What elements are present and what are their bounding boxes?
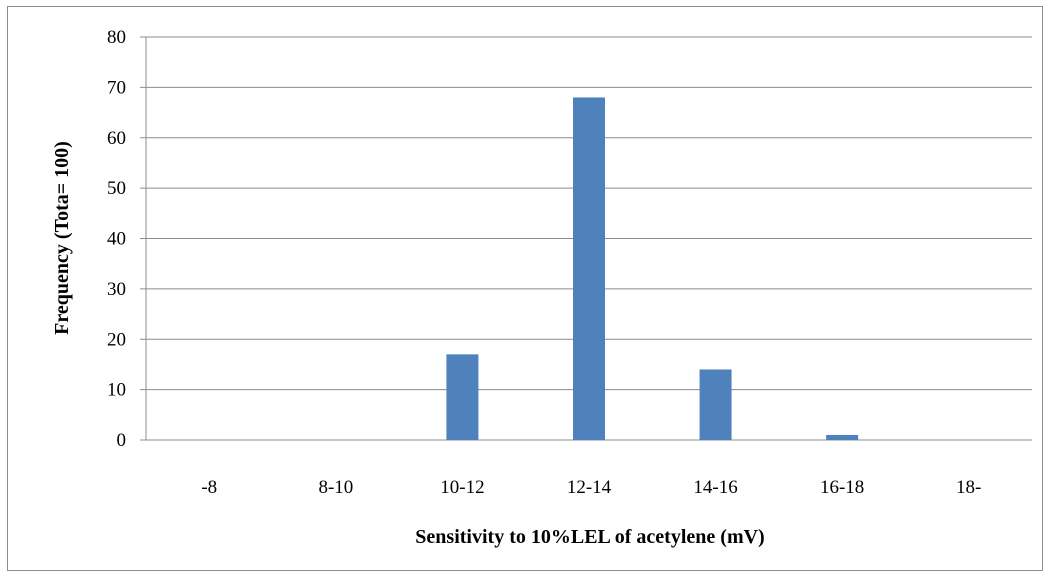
bar xyxy=(573,97,605,440)
x-tick-label: 18- xyxy=(956,477,981,498)
x-tick-label: 10-12 xyxy=(440,477,484,498)
y-tick-label: 0 xyxy=(117,430,127,451)
x-tick-label: 12-14 xyxy=(567,477,612,498)
y-tick-label: 70 xyxy=(107,77,126,98)
y-tick-label: 10 xyxy=(107,380,126,401)
x-axis-ticks: -8 8-10 10-12 12-14 14-16 16-18 18- xyxy=(201,477,981,498)
bar xyxy=(699,369,732,440)
y-tick-label: 80 xyxy=(107,27,126,48)
y-tick-label: 60 xyxy=(107,128,126,149)
bars xyxy=(446,97,859,440)
x-axis-title: Sensitivity to 10%LEL of acetylene (mV) xyxy=(415,526,764,548)
gridlines xyxy=(140,36,1032,441)
x-tick-label: 16-18 xyxy=(820,477,864,498)
x-tick-label: 14-16 xyxy=(693,477,737,498)
bar xyxy=(446,354,479,440)
y-tick-label: 20 xyxy=(107,329,126,350)
y-axis-ticks: 0 10 20 30 40 50 60 70 80 xyxy=(107,27,126,451)
y-tick-label: 50 xyxy=(107,178,126,199)
bar xyxy=(826,434,859,440)
y-tick-label: 30 xyxy=(107,279,126,300)
x-tick-label: -8 xyxy=(201,477,217,498)
x-tick-label: 8-10 xyxy=(318,477,353,498)
y-tick-label: 40 xyxy=(107,229,126,250)
y-axis-title: Frequency (Tota= 100) xyxy=(51,141,73,335)
